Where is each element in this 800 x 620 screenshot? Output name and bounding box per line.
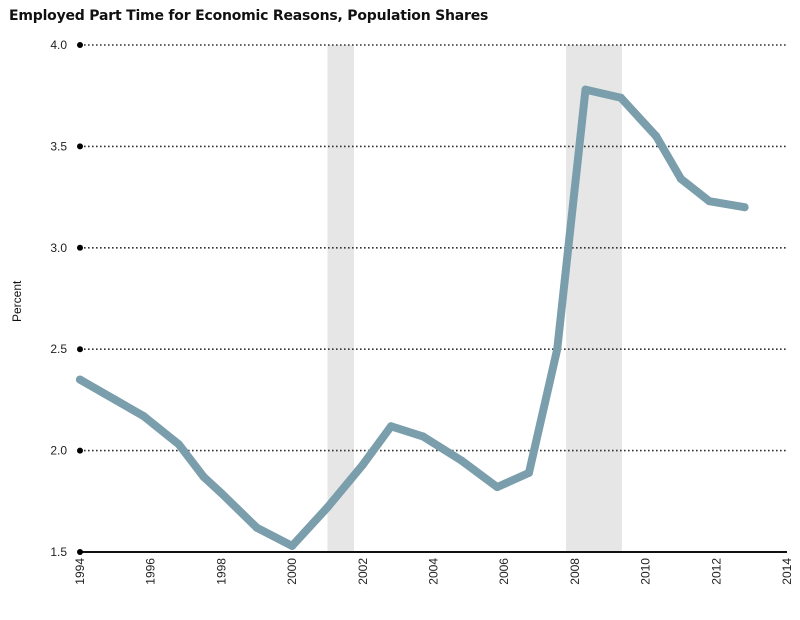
chart-title: Employed Part Time for Economic Reasons,… — [9, 8, 489, 24]
y-tick-label: 1.5 — [50, 545, 67, 559]
data-point — [457, 456, 466, 465]
data-point — [676, 174, 685, 183]
recession-shade-0 — [327, 45, 354, 552]
data-point — [288, 541, 297, 550]
x-tick-label: 1998 — [214, 558, 228, 585]
x-tick-label: 2010 — [639, 558, 653, 585]
y-tick-dot-2.5 — [77, 346, 83, 353]
y-tick-dot-4.0 — [77, 42, 83, 48]
x-tick-label: 1994 — [73, 558, 87, 585]
x-tick-label: 2002 — [356, 558, 370, 585]
x-tick-label: 2014 — [780, 558, 794, 585]
x-tick-label: 2012 — [709, 558, 723, 585]
data-point — [493, 483, 502, 492]
y-tick-label: 3.0 — [50, 241, 67, 255]
data-point — [139, 412, 148, 421]
data-point — [553, 345, 562, 354]
data-point — [705, 197, 714, 206]
data-point — [652, 132, 661, 141]
data-point — [358, 460, 367, 469]
y-tick-label: 2.5 — [50, 342, 67, 356]
y-tick-label: 2.0 — [50, 444, 67, 458]
y-tick-dot-1.5 — [77, 549, 83, 555]
x-tick-label: 1996 — [144, 558, 158, 585]
data-point — [581, 85, 590, 94]
data-point — [199, 472, 208, 481]
data-point — [616, 93, 625, 102]
y-tick-label: 4.0 — [50, 38, 67, 52]
x-tick-label: 2008 — [568, 558, 582, 585]
data-point — [524, 468, 533, 477]
y-tick-dot-3.0 — [77, 244, 83, 251]
x-tick-label: 2004 — [427, 558, 441, 585]
data-point — [76, 375, 84, 384]
data-point — [418, 432, 427, 441]
recession-shade-1 — [566, 45, 622, 552]
data-point — [740, 203, 749, 212]
data-point — [217, 489, 226, 498]
series-line-0 — [76, 85, 749, 550]
y-tick-dot-3.5 — [77, 143, 83, 150]
x-tick-label: 2006 — [497, 558, 511, 585]
data-point — [174, 440, 183, 449]
data-point — [111, 395, 120, 404]
x-tick-label: 2000 — [285, 558, 299, 585]
data-point — [323, 503, 332, 512]
data-point — [252, 523, 261, 532]
y-tick-dot-2.0 — [77, 447, 83, 454]
data-point — [387, 422, 396, 431]
y-tick-label: 3.5 — [50, 139, 67, 153]
